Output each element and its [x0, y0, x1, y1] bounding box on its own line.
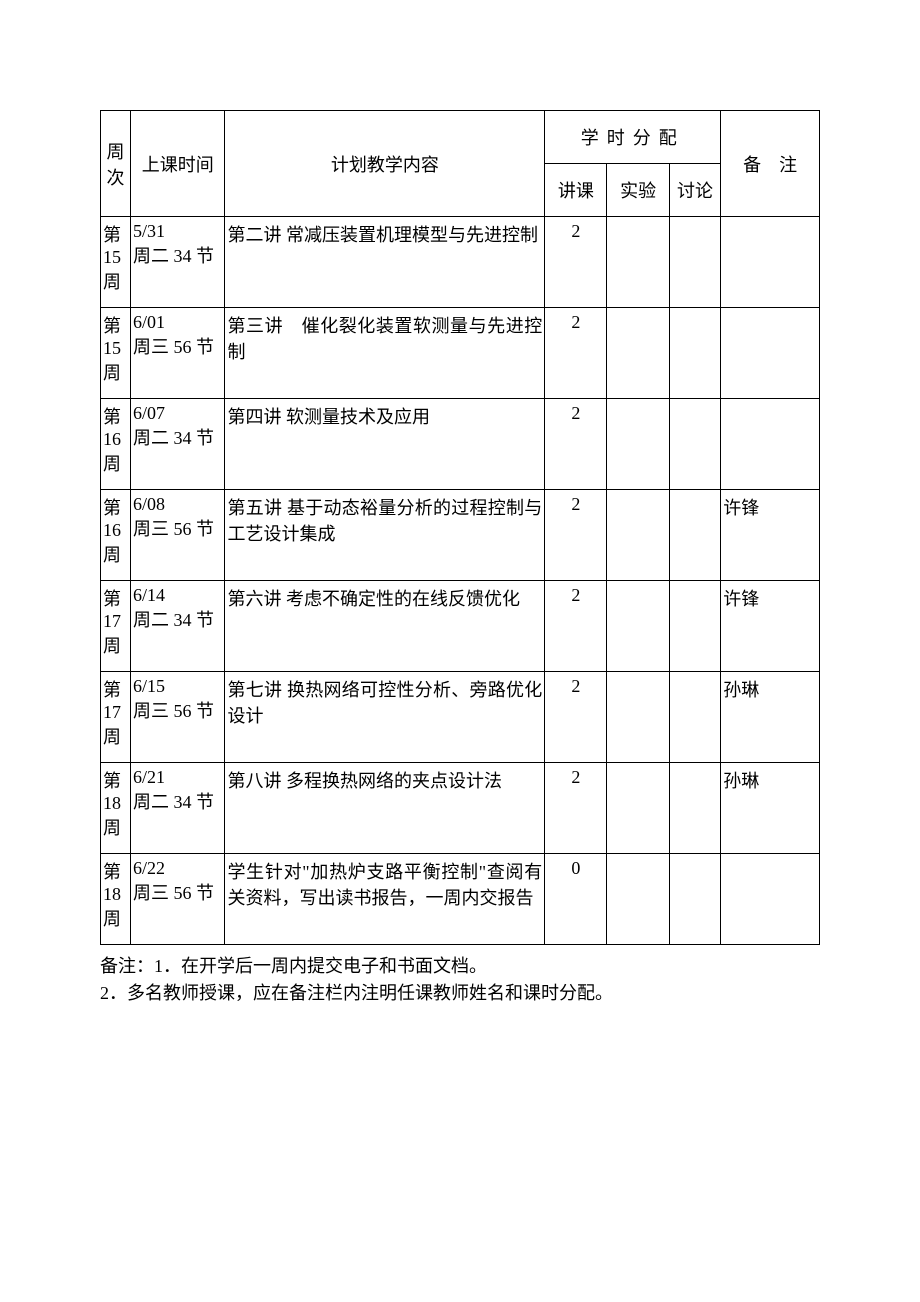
header-discussion: 讨论 — [669, 164, 721, 217]
cell-content: 第六讲 考虑不确定性的在线反馈优化 — [225, 581, 545, 672]
cell-time: 6/14周二 34 节 — [131, 581, 225, 672]
table-row: 第17周6/14周二 34 节第六讲 考虑不确定性的在线反馈优化2 许锋 — [101, 581, 820, 672]
cell-time: 5/31周二 34 节 — [131, 217, 225, 308]
cell-discussion — [669, 308, 721, 399]
header-time: 上课时间 — [131, 111, 225, 217]
cell-content: 第四讲 软测量技术及应用 — [225, 399, 545, 490]
header-content: 计划教学内容 — [225, 111, 545, 217]
cell-content: 第三讲 催化裂化装置软测量与先进控制 — [225, 308, 545, 399]
header-note: 备 注 — [721, 111, 820, 217]
table-row: 第15周6/01周三 56 节第三讲 催化裂化装置软测量与先进控制2 — [101, 308, 820, 399]
cell-note — [721, 399, 820, 490]
cell-experiment — [607, 581, 669, 672]
cell-content: 第五讲 基于动态裕量分析的过程控制与工艺设计集成 — [225, 490, 545, 581]
table-row: 第15周5/31周二 34 节第二讲 常减压装置机理模型与先进控制2 — [101, 217, 820, 308]
cell-discussion — [669, 672, 721, 763]
cell-week: 第15周 — [101, 217, 131, 308]
footnote: 备注：1．在开学后一周内提交电子和书面文档。 2．多名教师授课，应在备注栏内注明… — [100, 953, 820, 1007]
cell-discussion — [669, 217, 721, 308]
cell-lecture: 2 — [545, 399, 607, 490]
cell-experiment — [607, 399, 669, 490]
cell-experiment — [607, 672, 669, 763]
cell-experiment — [607, 308, 669, 399]
cell-time: 6/07周二 34 节 — [131, 399, 225, 490]
header-experiment: 实验 — [607, 164, 669, 217]
cell-note: 许锋 — [721, 490, 820, 581]
cell-time: 6/15周三 56 节 — [131, 672, 225, 763]
cell-note — [721, 308, 820, 399]
schedule-table: 周次 上课时间 计划教学内容 学时分配 备 注 讲课 实验 讨论 第15周5/3… — [100, 110, 820, 945]
cell-week: 第18周 — [101, 854, 131, 945]
cell-note: 孙琳 — [721, 672, 820, 763]
cell-lecture: 2 — [545, 308, 607, 399]
cell-discussion — [669, 490, 721, 581]
cell-time: 6/08周三 56 节 — [131, 490, 225, 581]
cell-lecture: 2 — [545, 217, 607, 308]
cell-lecture: 2 — [545, 490, 607, 581]
table-row: 第16周6/08周三 56 节第五讲 基于动态裕量分析的过程控制与工艺设计集成2… — [101, 490, 820, 581]
cell-lecture: 2 — [545, 581, 607, 672]
cell-experiment — [607, 217, 669, 308]
cell-time: 6/21周二 34 节 — [131, 763, 225, 854]
header-hours-group: 学时分配 — [545, 111, 721, 164]
footnote-line-1: 备注：1．在开学后一周内提交电子和书面文档。 — [100, 953, 820, 980]
header-lecture: 讲课 — [545, 164, 607, 217]
header-week: 周次 — [101, 111, 131, 217]
cell-experiment — [607, 763, 669, 854]
table-row: 第17周6/15周三 56 节第七讲 换热网络可控性分析、旁路优化设计2 孙琳 — [101, 672, 820, 763]
cell-week: 第17周 — [101, 581, 131, 672]
cell-discussion — [669, 399, 721, 490]
cell-content: 第七讲 换热网络可控性分析、旁路优化设计 — [225, 672, 545, 763]
table-body: 第15周5/31周二 34 节第二讲 常减压装置机理模型与先进控制2第15周6/… — [101, 217, 820, 945]
cell-week: 第17周 — [101, 672, 131, 763]
table-row: 第16周6/07周二 34 节第四讲 软测量技术及应用2 — [101, 399, 820, 490]
cell-week: 第15周 — [101, 308, 131, 399]
cell-experiment — [607, 854, 669, 945]
cell-discussion — [669, 763, 721, 854]
cell-time: 6/22周三 56 节 — [131, 854, 225, 945]
cell-week: 第18周 — [101, 763, 131, 854]
table-row: 第18周6/21周二 34 节第八讲 多程换热网络的夹点设计法2 孙琳 — [101, 763, 820, 854]
cell-content: 第二讲 常减压装置机理模型与先进控制 — [225, 217, 545, 308]
cell-lecture: 0 — [545, 854, 607, 945]
cell-note: 孙琳 — [721, 763, 820, 854]
cell-content: 第八讲 多程换热网络的夹点设计法 — [225, 763, 545, 854]
cell-note — [721, 217, 820, 308]
cell-experiment — [607, 490, 669, 581]
cell-discussion — [669, 854, 721, 945]
cell-content: 学生针对"加热炉支路平衡控制"查阅有关资料，写出读书报告，一周内交报告 — [225, 854, 545, 945]
footnote-line-2: 2．多名教师授课，应在备注栏内注明任课教师姓名和课时分配。 — [100, 980, 820, 1007]
cell-note: 许锋 — [721, 581, 820, 672]
cell-discussion — [669, 581, 721, 672]
cell-week: 第16周 — [101, 490, 131, 581]
cell-lecture: 2 — [545, 763, 607, 854]
table-row: 第18周6/22周三 56 节学生针对"加热炉支路平衡控制"查阅有关资料，写出读… — [101, 854, 820, 945]
cell-note — [721, 854, 820, 945]
cell-time: 6/01周三 56 节 — [131, 308, 225, 399]
cell-lecture: 2 — [545, 672, 607, 763]
cell-week: 第16周 — [101, 399, 131, 490]
